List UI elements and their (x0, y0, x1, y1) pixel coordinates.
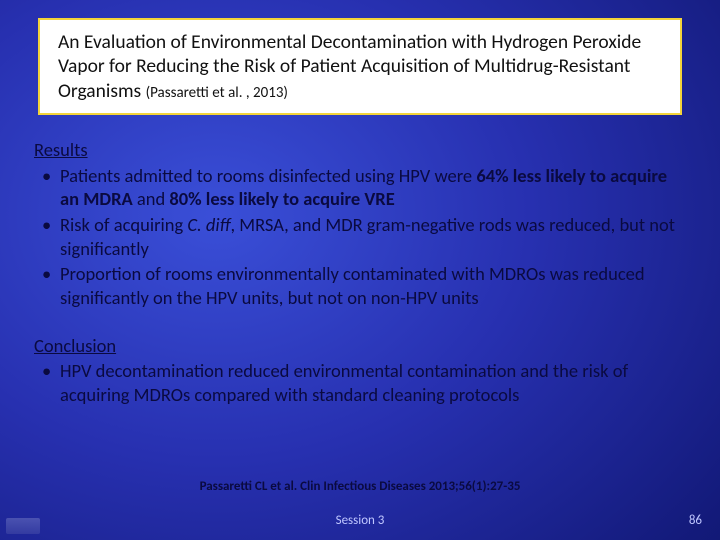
text: Patients admitted to rooms disinfected u… (60, 164, 476, 187)
session-label: Session 3 (0, 513, 720, 528)
spacer (34, 312, 682, 334)
list-item: HPV decontamination reduced environmenta… (34, 359, 682, 406)
page-number: 86 (689, 513, 702, 528)
list-item: Patients admitted to rooms disinfected u… (34, 164, 682, 211)
title-box: An Evaluation of Environmental Decontami… (38, 18, 682, 115)
text: HPV decontamination reduced environmenta… (60, 359, 628, 406)
reference-citation: Passaretti CL et al. Clin Infectious Dis… (0, 479, 720, 494)
text: Proportion of rooms environmentally cont… (60, 262, 645, 309)
list-item: Proportion of rooms environmentally cont… (34, 262, 682, 309)
slide-title-citation: (Passaretti et al. , 2013) (146, 84, 288, 102)
template-logo-icon (6, 518, 40, 534)
text-italic: C. diff (187, 213, 230, 236)
slide: An Evaluation of Environmental Decontami… (0, 0, 720, 540)
text: and (133, 187, 170, 210)
results-list: Patients admitted to rooms disinfected u… (34, 164, 682, 310)
slide-body: Results Patients admitted to rooms disin… (34, 138, 682, 409)
text: Risk of acquiring (60, 213, 187, 236)
results-heading: Results (34, 138, 682, 162)
conclusion-list: HPV decontamination reduced environmenta… (34, 359, 682, 406)
list-item: Risk of acquiring C. diff, MRSA, and MDR… (34, 213, 682, 260)
text-bold: 80% less likely to acquire VRE (169, 187, 394, 210)
conclusion-heading: Conclusion (34, 334, 682, 358)
